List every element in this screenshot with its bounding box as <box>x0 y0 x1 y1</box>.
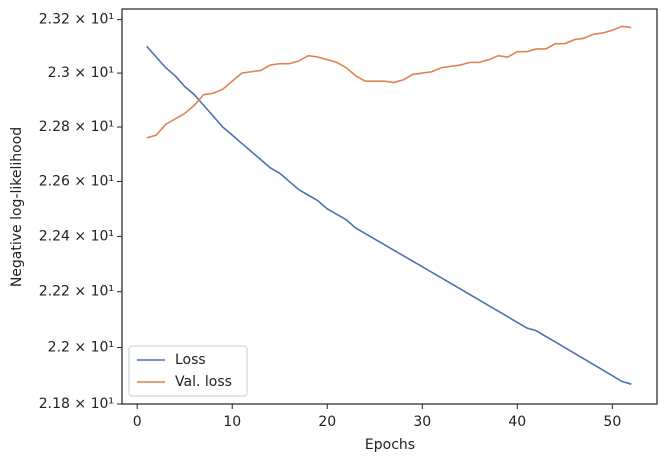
y-tick-label: 2.32 × 10¹ <box>39 12 114 28</box>
y-tick-label: 2.18 × 10¹ <box>39 396 114 412</box>
x-tick-label: 50 <box>603 414 621 430</box>
y-tick-label: 2.28 × 10¹ <box>39 119 114 135</box>
x-axis-label: Epochs <box>365 437 415 453</box>
x-tick-label: 10 <box>223 414 241 430</box>
y-axis-label: Negative log-likelihood <box>9 127 25 287</box>
y-tick-label: 2.26 × 10¹ <box>39 173 114 189</box>
legend-label: Loss <box>175 352 206 368</box>
legend-box <box>128 345 248 397</box>
line <box>146 45 632 385</box>
line <box>146 25 632 139</box>
x-tick-label: 20 <box>318 414 336 430</box>
y-tick-label: 2.2 × 10¹ <box>48 340 114 356</box>
plot-frame <box>121 8 658 405</box>
x-tick-label: 30 <box>413 414 431 430</box>
y-tick-label: 2.3 × 10¹ <box>48 65 114 81</box>
x-tick-label: 40 <box>508 414 526 430</box>
y-tick-label: 2.24 × 10¹ <box>39 228 114 244</box>
legend-label: Val. loss <box>175 374 232 390</box>
y-tick-label: 2.22 × 10¹ <box>39 284 114 300</box>
x-tick-label: 0 <box>133 414 142 430</box>
